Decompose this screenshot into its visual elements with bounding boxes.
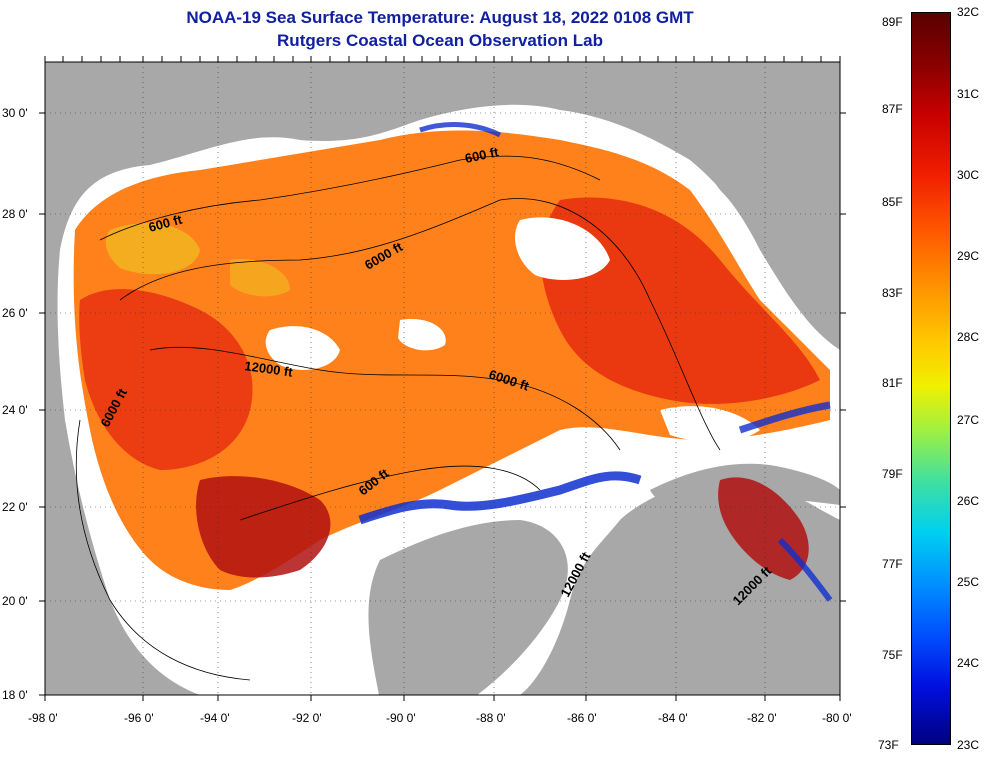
- colorbar-f-label: 83F: [882, 286, 903, 300]
- colorbar-f-label: 77F: [882, 557, 903, 571]
- axis-ticks: [39, 56, 846, 701]
- sst-map: 600 ft 600 ft 6000 ft 12000 ft 6000 ft 6…: [39, 56, 846, 701]
- cloud-patch: [660, 406, 760, 442]
- colorbar-c-label: 31C: [957, 87, 980, 101]
- lon-label: -98 0': [28, 711, 58, 725]
- lon-label: -86 0': [567, 711, 597, 725]
- sst-mild-patch: [230, 259, 290, 297]
- lon-label: -84 0': [658, 711, 688, 725]
- lon-label: -90 0': [386, 711, 416, 725]
- cloud-patch: [398, 319, 446, 351]
- colorbar-c-label: 26C: [957, 494, 980, 508]
- colorbar-c-label: 27C: [957, 413, 980, 427]
- depth-contour-6000ft: [119, 198, 721, 451]
- colorbar-f-label: 81F: [882, 376, 903, 390]
- sst-mild-patch: [105, 222, 200, 275]
- contour-label: 12000 ft: [244, 358, 295, 380]
- depth-contour-600ft: [99, 155, 601, 241]
- colorbar-c-label: 23C: [957, 738, 980, 752]
- cloud-patch: [265, 326, 340, 370]
- colorbar-f-label: 85F: [882, 195, 903, 209]
- sst-hot-region-east: [541, 197, 820, 404]
- lat-label: 28 0': [2, 207, 28, 221]
- map-title: NOAA-19 Sea Surface Temperature: August …: [186, 8, 694, 27]
- colorbar-c-label: 29C: [957, 249, 980, 263]
- depth-contour-12000ft: [149, 346, 621, 451]
- lon-label: -88 0': [476, 711, 506, 725]
- lat-label: 22 0': [2, 500, 28, 514]
- map-grid: [45, 62, 840, 695]
- lat-label: 30 0': [2, 106, 28, 120]
- colorbar-c-label: 30C: [957, 168, 980, 182]
- colorbar-f-label: 75F: [882, 648, 903, 662]
- colorbar-c-label: 25C: [957, 575, 980, 589]
- cloud-patch: [515, 217, 610, 280]
- sst-hot-region-caribbean: [718, 477, 809, 580]
- lon-label: -92 0': [292, 711, 322, 725]
- sst-hot-region-west: [79, 289, 253, 470]
- lat-label: 26 0': [2, 306, 28, 320]
- depth-contour-yucatan: [239, 465, 541, 521]
- sst-cool-band: [777, 537, 833, 602]
- colorbar-f-label: 79F: [882, 467, 903, 481]
- colorbar-c-label: 24C: [957, 656, 980, 670]
- colorbar-f-label: 87F: [882, 102, 903, 116]
- lon-label: -82 0': [747, 711, 777, 725]
- colorbar-f-label: 73F: [878, 738, 899, 752]
- lon-label: -94 0': [200, 711, 230, 725]
- map-frame: [44, 61, 841, 696]
- colorbar-f-label: 89F: [882, 15, 903, 29]
- contour-label: 600 ft: [464, 144, 501, 166]
- lat-label: 20 0': [2, 594, 28, 608]
- sst-cool-band: [358, 471, 642, 525]
- colorbar-c-label: 28C: [957, 330, 980, 344]
- lon-label: -96 0': [124, 711, 154, 725]
- lat-label: 18 0': [2, 688, 28, 702]
- colorbar-c-label: 32C: [957, 5, 980, 19]
- florida-peninsula: [700, 124, 840, 340]
- temperature-colorbar: [911, 12, 951, 745]
- depth-contour-coastal: [75, 419, 251, 681]
- map-subtitle: Rutgers Coastal Ocean Observation Lab: [277, 31, 603, 50]
- lat-label: 24 0': [2, 403, 28, 417]
- lon-label: -80 0': [822, 711, 852, 725]
- yucatan-peninsula: [368, 520, 568, 695]
- sst-cool-band: [738, 401, 831, 434]
